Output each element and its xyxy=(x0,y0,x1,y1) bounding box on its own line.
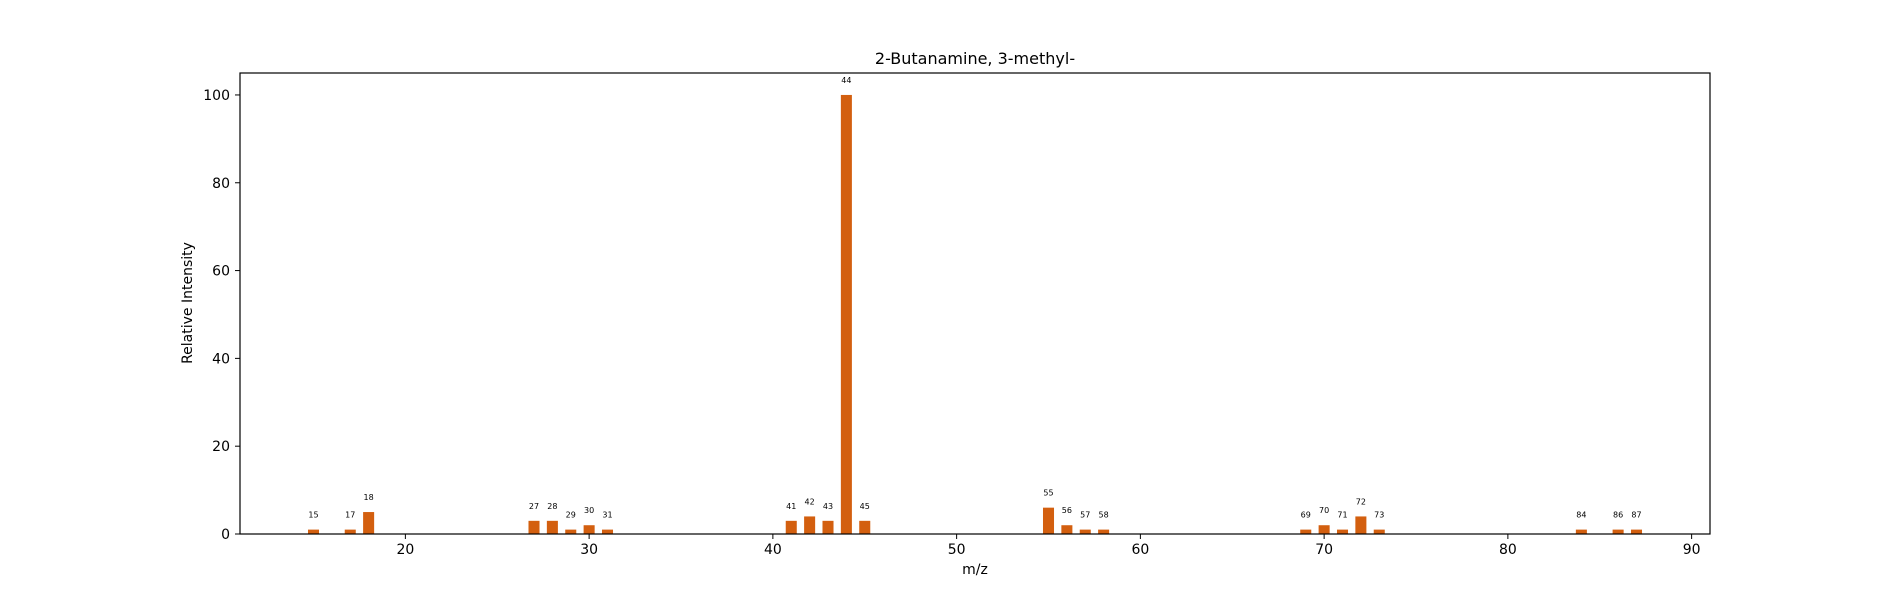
y-tick-label-40: 40 xyxy=(212,351,230,367)
x-tick-label-90: 90 xyxy=(1683,542,1701,558)
bar-mz-42 xyxy=(804,516,816,534)
y-tick-label-100: 100 xyxy=(203,88,230,104)
bar-mz-87 xyxy=(1630,529,1643,534)
bar-mz-27 xyxy=(528,520,540,534)
bar-mz-41 xyxy=(785,520,797,534)
x-axis: 20 30 40 50 60 70 80 90 xyxy=(396,534,1701,558)
y-axis-label: Relative Intensity xyxy=(180,242,196,364)
chart-title: 2-Butanamine, 3-methyl- xyxy=(875,49,1075,68)
bar-label-mz-71: 71 xyxy=(1337,511,1347,520)
bar-label-mz-29: 29 xyxy=(566,511,576,520)
bar-mz-43 xyxy=(822,520,834,534)
bar-label-mz-69: 69 xyxy=(1301,511,1311,520)
x-tick-label-20: 20 xyxy=(396,542,414,558)
x-tick-label-30: 30 xyxy=(580,542,598,558)
bar-mz-72 xyxy=(1355,516,1367,534)
bar-mz-71 xyxy=(1336,529,1349,534)
x-tick-label-70: 70 xyxy=(1315,542,1333,558)
bar-label-mz-72: 72 xyxy=(1356,497,1366,506)
bar-label-mz-57: 57 xyxy=(1080,511,1090,520)
bar-mz-44 xyxy=(840,94,852,534)
bar-label-mz-41: 41 xyxy=(786,502,796,511)
bar-label-mz-15: 15 xyxy=(308,511,318,520)
x-tick-label-60: 60 xyxy=(1131,542,1149,558)
bar-mz-84 xyxy=(1575,529,1587,534)
bar-label-mz-18: 18 xyxy=(364,493,374,502)
bar-labels-layer: 15 17 18 27 28 29 30 31 41 42 43 44 45 55 56 57 58 69 70 71… xyxy=(308,76,1641,520)
bar-mz-18 xyxy=(363,512,375,534)
y-axis: 0 20 40 60 80 100 xyxy=(203,88,240,543)
bar-label-mz-42: 42 xyxy=(805,497,815,506)
x-tick-label-50: 50 xyxy=(948,542,966,558)
bar-label-mz-45: 45 xyxy=(860,502,870,511)
y-tick-label-0: 0 xyxy=(221,527,230,543)
bar-mz-30 xyxy=(583,525,595,534)
bar-mz-31 xyxy=(601,529,614,534)
bar-label-mz-28: 28 xyxy=(547,502,557,511)
bar-label-mz-31: 31 xyxy=(602,511,612,520)
bar-mz-73 xyxy=(1373,529,1385,534)
bar-label-mz-86: 86 xyxy=(1613,511,1623,520)
bar-label-mz-73: 73 xyxy=(1374,511,1384,520)
bar-mz-15 xyxy=(307,529,320,534)
y-tick-label-80: 80 xyxy=(212,176,230,192)
bar-mz-70 xyxy=(1318,525,1330,534)
bar-label-mz-43: 43 xyxy=(823,502,833,511)
bar-label-mz-30: 30 xyxy=(584,506,594,515)
bar-label-mz-55: 55 xyxy=(1043,489,1053,498)
bar-label-mz-17: 17 xyxy=(345,511,355,520)
bar-mz-55 xyxy=(1042,507,1055,534)
plot-frame xyxy=(239,72,1711,535)
bar-mz-57 xyxy=(1079,529,1091,534)
bar-mz-28 xyxy=(546,520,558,534)
bars-layer xyxy=(307,94,1643,534)
bar-label-mz-84: 84 xyxy=(1576,511,1586,520)
bar-mz-29 xyxy=(565,529,577,534)
bar-mz-56 xyxy=(1061,525,1073,534)
y-tick-label-60: 60 xyxy=(212,264,230,280)
bar-mz-45 xyxy=(859,520,871,534)
bar-label-mz-56: 56 xyxy=(1062,506,1072,515)
y-tick-label-20: 20 xyxy=(212,439,230,455)
bar-label-mz-44: 44 xyxy=(841,76,851,85)
x-axis-label: m/z xyxy=(962,562,988,578)
bar-label-mz-87: 87 xyxy=(1631,511,1641,520)
bar-mz-69 xyxy=(1300,529,1312,534)
bar-label-mz-27: 27 xyxy=(529,502,539,511)
x-tick-label-40: 40 xyxy=(764,542,782,558)
x-tick-label-80: 80 xyxy=(1499,542,1517,558)
bar-label-mz-70: 70 xyxy=(1319,506,1329,515)
bar-mz-58 xyxy=(1098,529,1110,534)
bar-label-mz-58: 58 xyxy=(1099,511,1109,520)
bar-mz-17 xyxy=(344,529,356,534)
bar-mz-86 xyxy=(1612,529,1624,534)
